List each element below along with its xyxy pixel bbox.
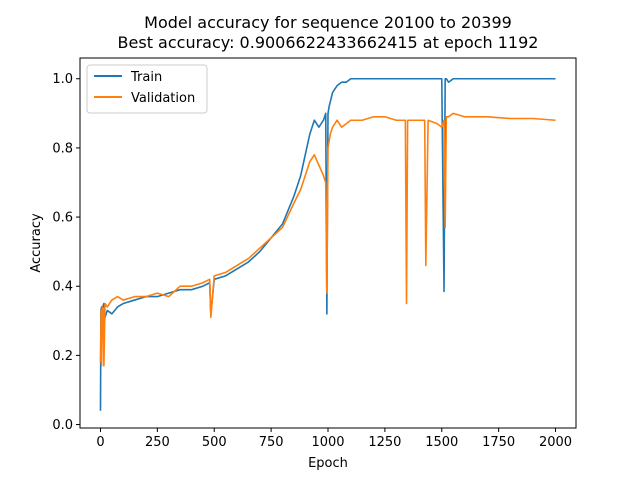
x-axis-ticks: 0 250 500 750 1000 1250 1500 1750 2000 (96, 428, 572, 450)
y-axis-ticks: 0.0 0.2 0.4 0.6 0.8 1.0 (52, 72, 80, 433)
x-tick-label: 1250 (368, 435, 401, 450)
y-tick-label: 0.4 (52, 280, 73, 295)
legend-label-validation: Validation (131, 91, 195, 106)
x-tick-label: 2000 (539, 435, 572, 450)
y-tick-label: 0.6 (52, 211, 73, 226)
chart-title-line2: Best accuracy: 0.9006622433662415 at epo… (118, 33, 539, 52)
y-tick-label: 0.8 (52, 141, 73, 156)
y-tick-label: 0.2 (52, 349, 73, 364)
x-tick-label: 1000 (311, 435, 344, 450)
legend: Train Validation (86, 64, 208, 114)
legend-label-train: Train (130, 70, 162, 85)
y-axis-label: Accuracy (29, 213, 44, 273)
chart-title-line1: Model accuracy for sequence 20100 to 203… (144, 13, 512, 32)
y-tick-label: 0.0 (52, 418, 73, 433)
x-tick-label: 750 (259, 435, 284, 450)
x-axis-label: Epoch (308, 456, 348, 471)
series-line-validation (99, 112, 556, 367)
x-tick-label: 0 (96, 435, 104, 450)
y-tick-label: 1.0 (52, 72, 73, 87)
series-line-train (99, 77, 556, 411)
series-layer (99, 77, 556, 411)
x-tick-label: 500 (202, 435, 227, 450)
x-tick-label: 1500 (425, 435, 458, 450)
x-tick-label: 250 (145, 435, 170, 450)
x-tick-label: 1750 (482, 435, 515, 450)
